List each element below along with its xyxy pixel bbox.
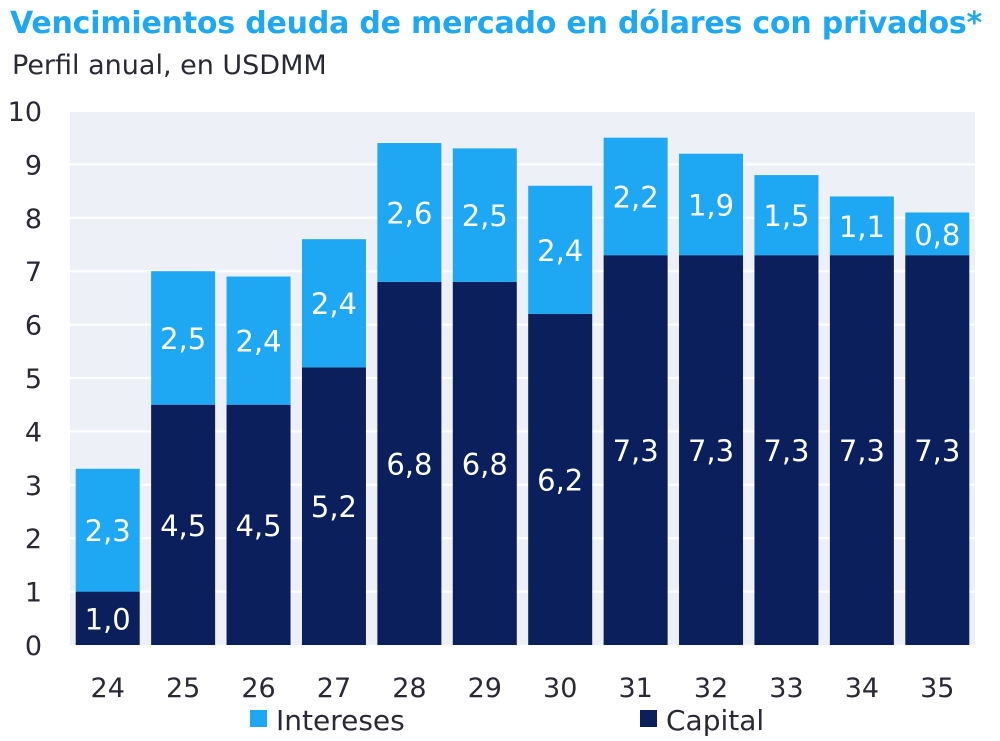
y-tick-label: 10 <box>8 97 42 128</box>
data-label-capital: 4,5 <box>235 509 281 543</box>
bar-capital <box>75 591 140 645</box>
x-tick-label: 24 <box>91 673 125 704</box>
bar-intereses <box>377 143 442 282</box>
data-label-capital: 6,8 <box>462 447 508 481</box>
y-tick-label: 1 <box>25 578 42 609</box>
x-tick-label: 30 <box>543 673 577 704</box>
data-label-capital: 7,3 <box>688 434 734 468</box>
data-label-capital: 5,2 <box>311 490 357 524</box>
bar-intereses <box>226 276 291 405</box>
bar-intereses <box>603 137 668 256</box>
data-label-intereses: 2,4 <box>537 234 583 268</box>
legend-swatch <box>640 710 657 727</box>
bar-intereses <box>452 148 517 282</box>
bar-intereses <box>301 239 366 368</box>
x-tick-label: 27 <box>317 673 351 704</box>
bar-capital <box>754 255 819 645</box>
bar-intereses <box>905 212 970 256</box>
bar-capital <box>301 367 366 645</box>
bar-capital <box>452 281 517 645</box>
data-label-capital: 7,3 <box>613 434 659 468</box>
data-label-intereses: 0,8 <box>914 218 960 252</box>
data-label-capital: 7,3 <box>914 434 960 468</box>
y-tick-label: 2 <box>25 524 42 555</box>
y-tick-label: 6 <box>25 311 42 342</box>
legend-label: Capital <box>666 704 764 737</box>
bar-intereses <box>528 185 593 314</box>
y-tick-label: 8 <box>25 204 42 235</box>
data-label-capital: 7,3 <box>763 434 809 468</box>
y-tick-label: 9 <box>25 150 42 181</box>
bar-capital <box>905 255 970 645</box>
legend-label: Intereses <box>276 704 405 737</box>
x-tick-label: 25 <box>166 673 200 704</box>
data-label-capital: 6,2 <box>537 463 583 497</box>
bar-intereses <box>754 175 819 256</box>
y-tick-label: 0 <box>25 631 42 662</box>
y-tick-label: 5 <box>25 364 42 395</box>
bar-capital <box>528 313 593 645</box>
bar-capital <box>151 404 216 645</box>
data-label-intereses: 2,4 <box>235 325 281 359</box>
chart-title: Vencimientos deuda de mercado en dólares… <box>10 6 982 41</box>
chart-subtitle: Perfil anual, en USDMM <box>12 50 327 81</box>
data-label-intereses: 2,6 <box>386 196 432 230</box>
data-label-intereses: 1,1 <box>839 210 885 244</box>
x-tick-label: 32 <box>694 673 728 704</box>
y-tick-label: 4 <box>25 417 42 448</box>
x-tick-label: 35 <box>920 673 954 704</box>
x-tick-label: 34 <box>845 673 879 704</box>
y-tick-label: 3 <box>25 471 42 502</box>
data-label-intereses: 2,3 <box>85 514 131 548</box>
data-label-intereses: 2,5 <box>462 199 508 233</box>
data-label-intereses: 2,4 <box>311 287 357 321</box>
data-label-capital: 1,0 <box>85 602 131 636</box>
data-label-intereses: 1,5 <box>763 199 809 233</box>
data-label-capital: 7,3 <box>839 434 885 468</box>
y-tick-label: 7 <box>25 257 42 288</box>
x-tick-label: 26 <box>241 673 275 704</box>
bar-intereses <box>829 196 894 256</box>
bar-capital <box>377 281 442 645</box>
data-label-intereses: 2,2 <box>613 180 659 214</box>
x-tick-label: 29 <box>468 673 502 704</box>
x-tick-label: 31 <box>618 673 652 704</box>
data-label-intereses: 2,5 <box>160 322 206 356</box>
bar-intereses <box>75 468 140 592</box>
x-tick-label: 28 <box>392 673 426 704</box>
bar-intereses <box>151 271 216 405</box>
data-label-capital: 6,8 <box>386 447 432 481</box>
data-label-intereses: 1,9 <box>688 188 734 222</box>
legend-swatch <box>250 710 267 727</box>
bar-capital <box>679 255 744 645</box>
bar-capital <box>603 255 668 645</box>
x-tick-label: 33 <box>769 673 803 704</box>
bar-capital <box>829 255 894 645</box>
bar-capital <box>226 404 291 645</box>
data-label-capital: 4,5 <box>160 509 206 543</box>
bar-intereses <box>679 153 744 256</box>
